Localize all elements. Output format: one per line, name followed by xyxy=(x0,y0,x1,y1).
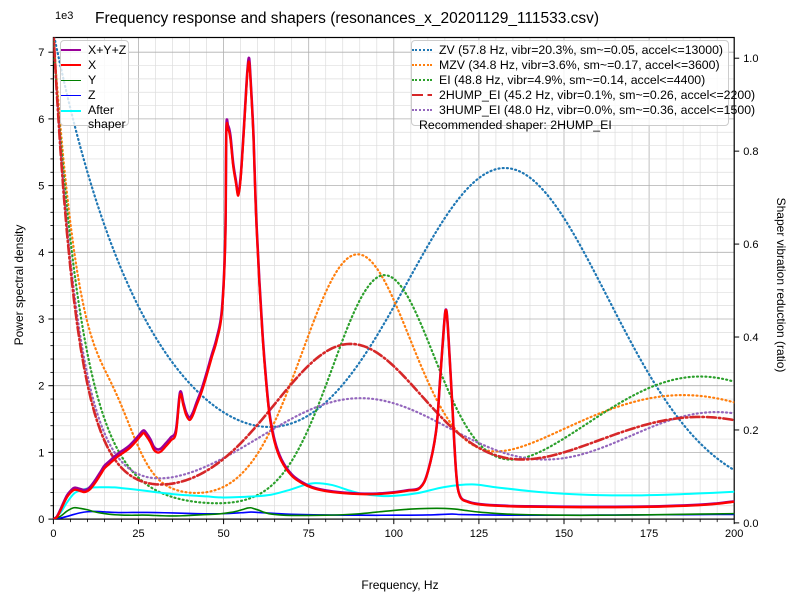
svg-text:0.8: 0.8 xyxy=(743,146,758,158)
svg-text:125: 125 xyxy=(470,528,488,540)
svg-text:0.6: 0.6 xyxy=(743,239,758,251)
svg-text:5: 5 xyxy=(38,181,44,193)
svg-text:175: 175 xyxy=(640,528,658,540)
svg-text:150: 150 xyxy=(555,528,573,540)
svg-text:0.0: 0.0 xyxy=(743,518,758,530)
svg-text:0.4: 0.4 xyxy=(743,332,758,344)
svg-text:4: 4 xyxy=(38,247,44,259)
svg-text:1.0: 1.0 xyxy=(743,53,758,65)
svg-text:100: 100 xyxy=(385,528,403,540)
svg-text:0.2: 0.2 xyxy=(743,425,758,437)
svg-text:3: 3 xyxy=(38,314,44,326)
svg-text:200: 200 xyxy=(725,528,743,540)
svg-text:50: 50 xyxy=(217,528,229,540)
svg-text:0: 0 xyxy=(38,514,44,526)
svg-text:6: 6 xyxy=(38,114,44,126)
svg-text:25: 25 xyxy=(132,528,144,540)
svg-text:75: 75 xyxy=(303,528,315,540)
svg-text:0: 0 xyxy=(50,528,56,540)
svg-text:2: 2 xyxy=(38,381,44,393)
svg-text:7: 7 xyxy=(38,47,44,59)
svg-text:1: 1 xyxy=(38,447,44,459)
